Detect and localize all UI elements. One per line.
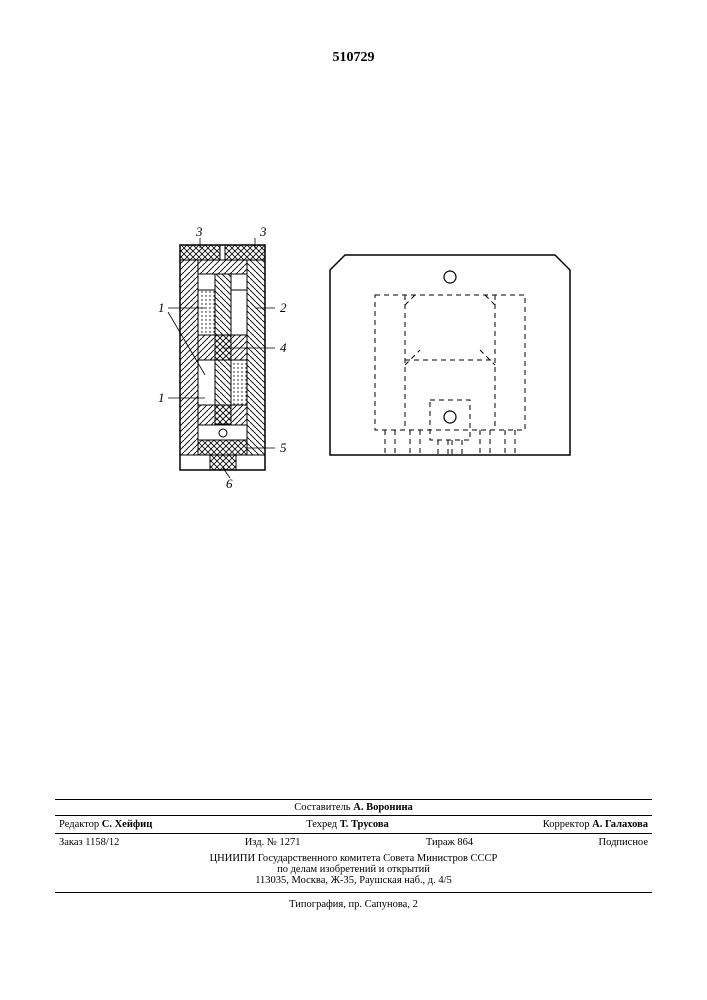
techred-name: Т. Трусова — [340, 819, 389, 830]
imprint-footer: Составитель А. Воронина Редактор С. Хейф… — [55, 799, 652, 910]
svg-text:1: 1 — [158, 300, 165, 315]
print-run: Тираж 864 — [426, 837, 473, 848]
svg-text:2: 2 — [280, 300, 287, 315]
compiler-label: Составитель — [294, 802, 350, 813]
document-number: 510729 — [0, 50, 707, 66]
org-line-2: по делам изобретений и открытий — [55, 864, 652, 875]
svg-text:4: 4 — [280, 340, 287, 355]
right-front-view — [330, 255, 570, 455]
svg-text:3: 3 — [259, 224, 267, 239]
svg-text:5: 5 — [280, 440, 287, 455]
compiler-name: А. Воронина — [353, 802, 413, 813]
org-line-3: 113035, Москва, Ж-35, Раушская наб., д. … — [55, 875, 652, 886]
corrector-label: Корректор — [543, 819, 590, 830]
edition-number: Изд. № 1271 — [245, 837, 301, 848]
patent-figure: 3 3 1 2 4 1 5 6 — [130, 220, 580, 500]
editor-label: Редактор — [59, 819, 99, 830]
editor-name: С. Хейфиц — [102, 819, 153, 830]
subscription: Подписное — [599, 837, 648, 848]
left-cross-section: 3 3 1 2 4 1 5 6 — [158, 224, 287, 491]
org-line-1: ЦНИИПИ Государственного комитета Совета … — [55, 853, 652, 864]
typography-line: Типография, пр. Сапунова, 2 — [289, 899, 418, 910]
svg-text:3: 3 — [195, 224, 203, 239]
techred-label: Техред — [306, 819, 337, 830]
svg-text:6: 6 — [226, 476, 233, 491]
corrector-name: А. Галахова — [592, 819, 648, 830]
svg-text:1: 1 — [158, 390, 165, 405]
order-number: Заказ 1158/12 — [59, 837, 119, 848]
